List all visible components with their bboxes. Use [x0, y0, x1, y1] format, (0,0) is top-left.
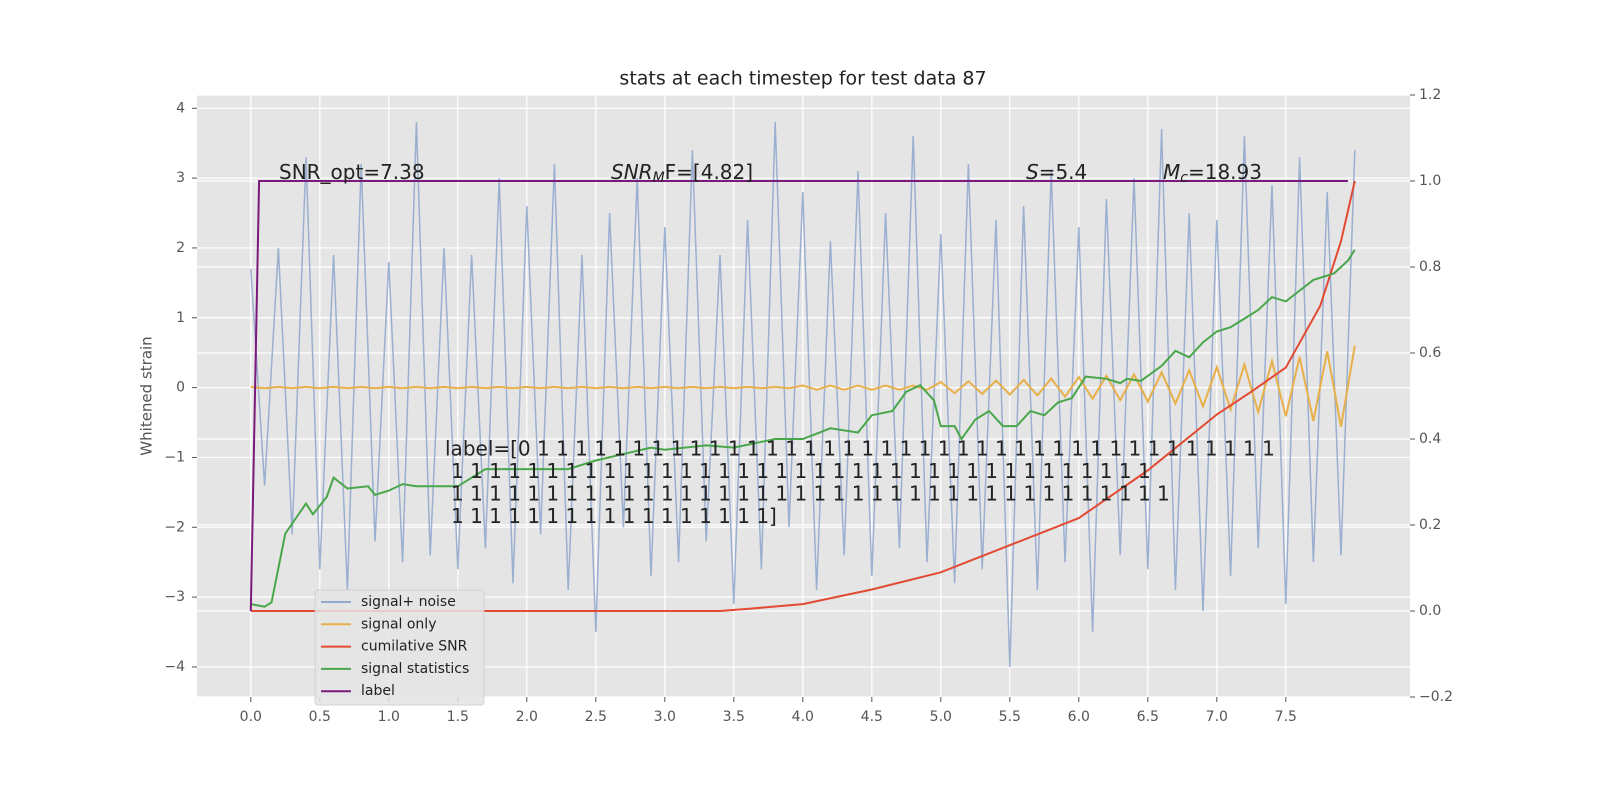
- annotation-sub: M: [653, 170, 665, 186]
- x-tick-label: 0.5: [309, 709, 331, 725]
- y2-tick-label: −0.2: [1419, 689, 1453, 705]
- y-tick-label: 3: [176, 170, 185, 186]
- y-tick-label: 4: [176, 100, 185, 116]
- series-line: [250, 345, 1356, 427]
- y-tick-label: −2: [164, 519, 185, 535]
- x-tick-label: 2.5: [585, 709, 607, 725]
- x-tick-label: 1.0: [378, 709, 400, 725]
- annotation: Mc=18.93: [1163, 160, 1262, 187]
- y-tick-label: −1: [164, 449, 185, 465]
- label-text: label=[0 1 1 1 1 1 1 1 1 1 1 1 1 1 1 1 1…: [445, 437, 1275, 461]
- y2-tick-label: 0.4: [1419, 431, 1441, 447]
- y2-tick-label: 0.2: [1419, 517, 1441, 533]
- x-tick-label: 6.0: [1068, 709, 1090, 725]
- legend-label: signal only: [361, 616, 436, 632]
- annotation: SNRMF=[4.82]: [611, 160, 753, 187]
- annotation: SNR_opt=7.38: [279, 160, 425, 184]
- series-line: [250, 249, 1356, 608]
- annotation-rest: =5.4: [1039, 160, 1088, 184]
- annotation-base: S: [1026, 160, 1039, 184]
- y2-tick-label: 0.8: [1419, 259, 1441, 275]
- y-tick-label: −4: [164, 659, 185, 675]
- legend-label: label: [361, 683, 395, 699]
- label-text: 1 1 1 1 1 1 1 1 1 1 1 1 1 1 1 1 1 1 1 1 …: [451, 459, 1151, 483]
- x-tick-label: 6.5: [1137, 709, 1159, 725]
- x-tick-label: 4.5: [861, 709, 883, 725]
- annotation-rest: =18.93: [1188, 160, 1262, 184]
- y-tick-label: 1: [176, 310, 185, 326]
- annotation: S=5.4: [1026, 160, 1087, 184]
- x-tick-label: 5.0: [930, 709, 952, 725]
- series-line: [249, 180, 1348, 612]
- annotation-base: SNR: [611, 160, 653, 184]
- series-line: [250, 180, 1356, 612]
- x-tick-label: 7.5: [1275, 709, 1297, 725]
- y2-tick-label: 1.0: [1419, 173, 1441, 189]
- legend-label: cumilative SNR: [361, 639, 468, 655]
- y-axis-label: Whitened strain: [138, 336, 156, 455]
- label-text: 1 1 1 1 1 1 1 1 1 1 1 1 1 1 1 1 1 1 1 1 …: [451, 482, 1170, 506]
- y-tick-label: 0: [176, 380, 185, 396]
- x-tick-label: 3.5: [723, 709, 745, 725]
- y2-tick-label: 0.6: [1419, 345, 1441, 361]
- y2-tick-label: 0.0: [1419, 603, 1441, 619]
- x-tick-label: 2.0: [516, 709, 538, 725]
- x-tick-label: 3.0: [654, 709, 676, 725]
- y-tick-label: −3: [164, 589, 185, 605]
- series-line: [250, 122, 1356, 668]
- x-tick-label: 5.5: [999, 709, 1021, 725]
- legend-box: [314, 589, 485, 706]
- x-tick-label: 1.5: [447, 709, 469, 725]
- annotation-base: M: [1163, 160, 1180, 184]
- annotation-sub: c: [1180, 170, 1188, 186]
- legend-label: signal statistics: [361, 661, 469, 677]
- annotation-text: SNR_opt=7.38: [279, 160, 425, 184]
- y2-tick-label: 1.2: [1419, 87, 1441, 103]
- legend-label: signal+ noise: [361, 594, 456, 610]
- x-tick-label: 4.0: [792, 709, 814, 725]
- y-tick-label: 2: [176, 240, 185, 256]
- x-tick-label: 7.0: [1206, 709, 1228, 725]
- chart-title: stats at each timestep for test data 87: [619, 68, 986, 90]
- x-tick-label: 0.0: [240, 709, 262, 725]
- label-text: 1 1 1 1 1 1 1 1 1 1 1 1 1 1 1 1 1]: [451, 504, 777, 528]
- annotation-rest: F=[4.82]: [665, 160, 753, 184]
